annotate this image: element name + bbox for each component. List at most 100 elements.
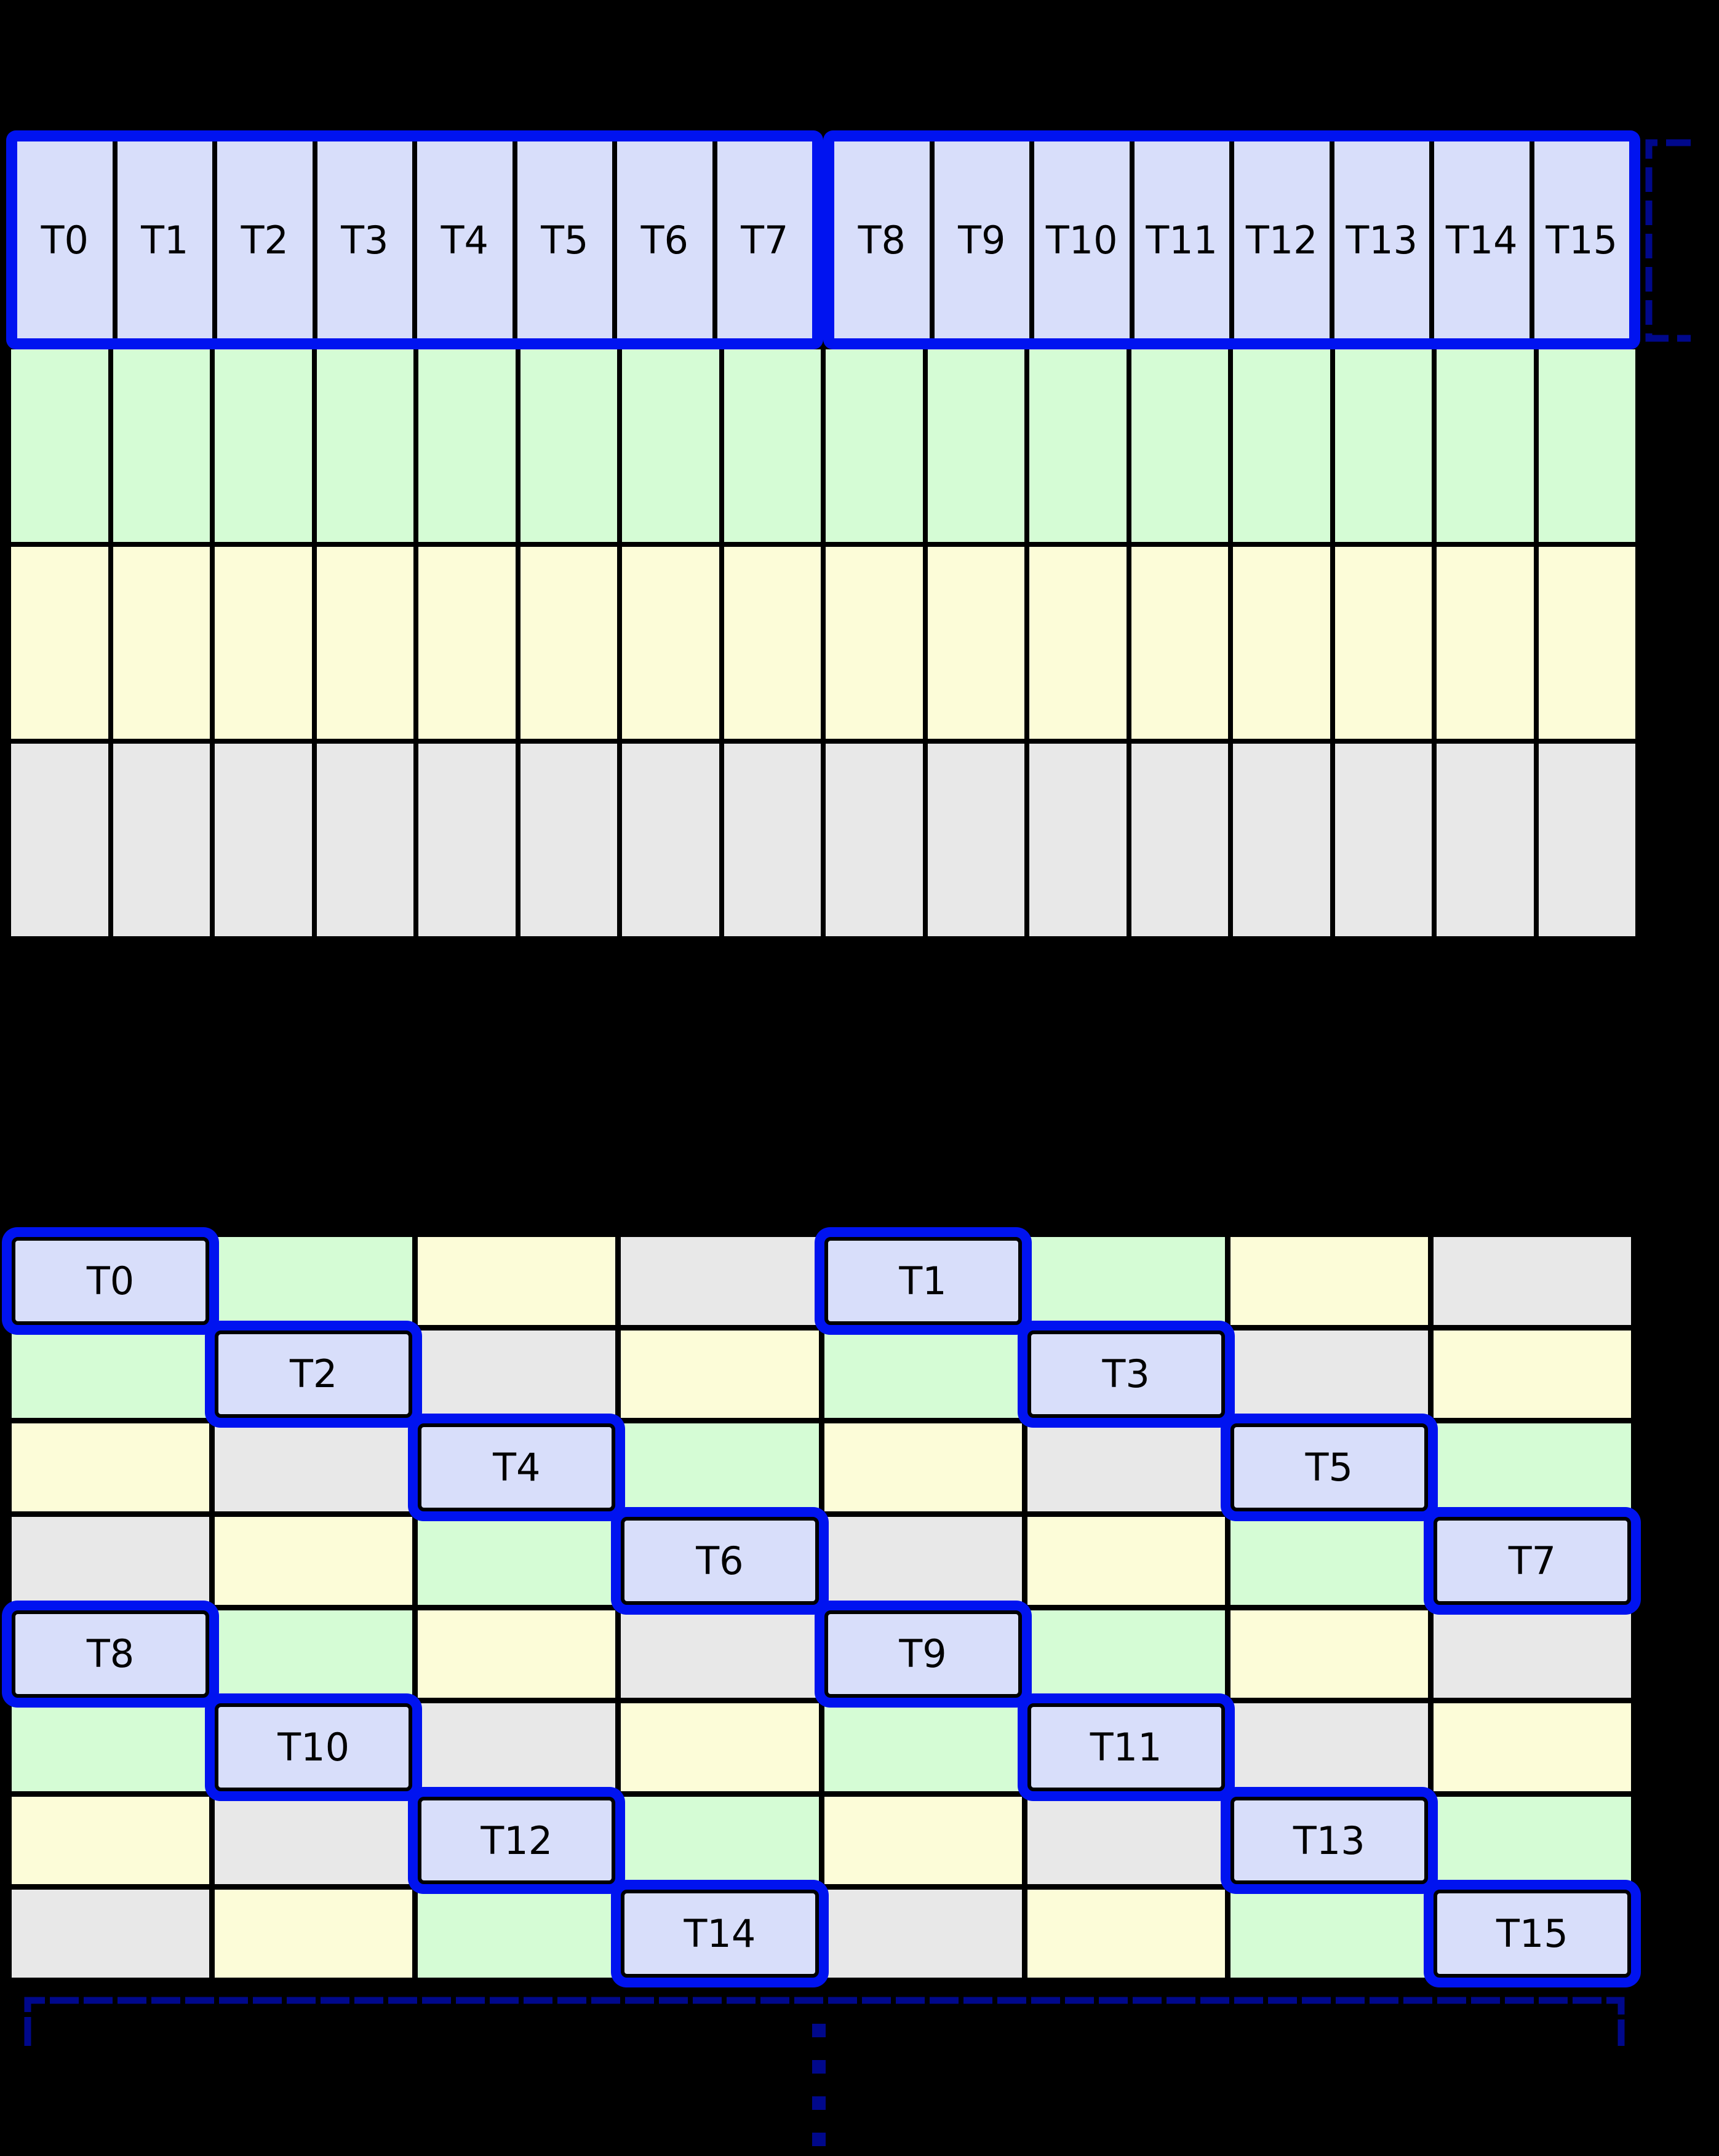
memory-cell [418, 1610, 616, 1698]
memory-cell [621, 1330, 819, 1418]
thread-cell: T9 [934, 141, 1029, 338]
memory-cell [826, 546, 923, 739]
memory-cell [215, 1890, 413, 1978]
memory-cell [824, 1890, 1022, 1978]
thread-cell: T4 [417, 141, 513, 338]
thread-cell: T8 [12, 1610, 210, 1698]
memory-cell [724, 546, 821, 739]
thread-row: T0 T1 T2 T3 T4 T5 T6 T7 T8 T9 T10 T11 T12 T13 T14 T15 [6, 130, 1640, 349]
memory-cell [621, 1423, 819, 1511]
thread-cell: T11 [1027, 1703, 1225, 1791]
memory-cell [1538, 546, 1635, 739]
thread-group-1: T8 T9 T10 T11 T12 T13 T14 T15 [823, 130, 1640, 349]
memory-cell [12, 1703, 210, 1791]
memory-cell [215, 1796, 413, 1885]
memory-cell [1230, 1516, 1428, 1605]
memory-cell [927, 349, 1024, 542]
thread-cell: T13 [1230, 1796, 1428, 1885]
thread-cell: T2 [215, 1330, 413, 1418]
memory-cell [418, 1237, 616, 1325]
memory-cell [927, 546, 1024, 739]
thread-cell: T12 [1234, 141, 1330, 338]
bracket-path [1645, 139, 1691, 342]
memory-cell [724, 349, 821, 542]
memory-cell [1334, 744, 1432, 936]
memory-cell [12, 1330, 210, 1418]
memory-cell [824, 1796, 1022, 1885]
thread-cell: T3 [1027, 1330, 1225, 1418]
thread-cell: T1 [824, 1237, 1022, 1325]
memory-cell [622, 349, 719, 542]
thread-cell: T0 [17, 141, 113, 338]
memory-cell [1433, 1423, 1631, 1511]
memory-cell [316, 744, 413, 936]
thread-cell: T10 [215, 1703, 413, 1791]
memory-cell [215, 546, 312, 739]
memory-cell [824, 1423, 1022, 1511]
memory-cell [12, 1516, 210, 1605]
memory-cell [621, 1237, 819, 1325]
memory-cell [824, 1703, 1022, 1791]
memory-cell [1538, 744, 1635, 936]
memory-cell [215, 744, 312, 936]
thread-cell: T0 [12, 1237, 210, 1325]
memory-cell [621, 1796, 819, 1885]
thread-cell: T11 [1134, 141, 1229, 338]
row-height-bracket-icon [1645, 139, 1691, 342]
memory-cell [1027, 1610, 1225, 1698]
memory-cell [113, 546, 210, 739]
memory-cell [1334, 546, 1432, 739]
thread-cell: T13 [1334, 141, 1429, 338]
memory-cell [1233, 546, 1330, 739]
memory-cell [1230, 1330, 1428, 1418]
thread-cell: T5 [1230, 1423, 1428, 1511]
swizzled-memory-grid: T0 T1 T2 T3 T4 T5 T6 T7 T8 T9 T10 T11 T12 T13 T14 T15 [6, 1231, 1637, 1983]
thread-cell: T12 [418, 1796, 616, 1885]
memory-cell [520, 744, 617, 936]
thread-cell: T15 [1534, 141, 1629, 338]
memory-cell [1027, 1237, 1225, 1325]
vertical-ellipsis-icon [812, 2024, 826, 2156]
memory-cell [1233, 744, 1330, 936]
memory-cell [215, 1610, 413, 1698]
memory-cell [418, 744, 516, 936]
memory-cell [622, 744, 719, 936]
linear-memory-rows [6, 349, 1640, 941]
memory-cell [724, 744, 821, 936]
memory-cell [215, 1423, 413, 1511]
memory-cell [520, 349, 617, 542]
memory-cell [622, 546, 719, 739]
memory-cell [826, 349, 923, 542]
thread-cell: T14 [621, 1890, 819, 1978]
memory-cell [316, 546, 413, 739]
memory-cell [418, 1890, 616, 1978]
memory-cell [1334, 349, 1432, 542]
memory-cell [418, 1703, 616, 1791]
memory-cell [12, 1796, 210, 1885]
memory-cell [12, 1423, 210, 1511]
memory-cell [418, 349, 516, 542]
thread-cell: T6 [621, 1516, 819, 1605]
memory-cell [1437, 744, 1534, 936]
memory-cell [11, 349, 108, 542]
memory-cell [1027, 1516, 1225, 1605]
memory-cell [824, 1516, 1022, 1605]
memory-cell [215, 1237, 413, 1325]
memory-cell [113, 744, 210, 936]
thread-cell: T2 [217, 141, 313, 338]
memory-cell [927, 744, 1024, 936]
thread-cell: T8 [834, 141, 930, 338]
grid-width-bracket-icon [24, 1997, 1625, 2046]
memory-cell [1230, 1890, 1428, 1978]
memory-cell [1131, 546, 1228, 739]
memory-cell [1433, 1703, 1631, 1791]
memory-cell [1233, 349, 1330, 542]
memory-cell [11, 546, 108, 739]
memory-cell [1433, 1237, 1631, 1325]
thread-cell: T1 [117, 141, 212, 338]
memory-cell [1131, 744, 1228, 936]
memory-cell [1230, 1610, 1428, 1698]
memory-cell [11, 744, 108, 936]
memory-cell [824, 1330, 1022, 1418]
